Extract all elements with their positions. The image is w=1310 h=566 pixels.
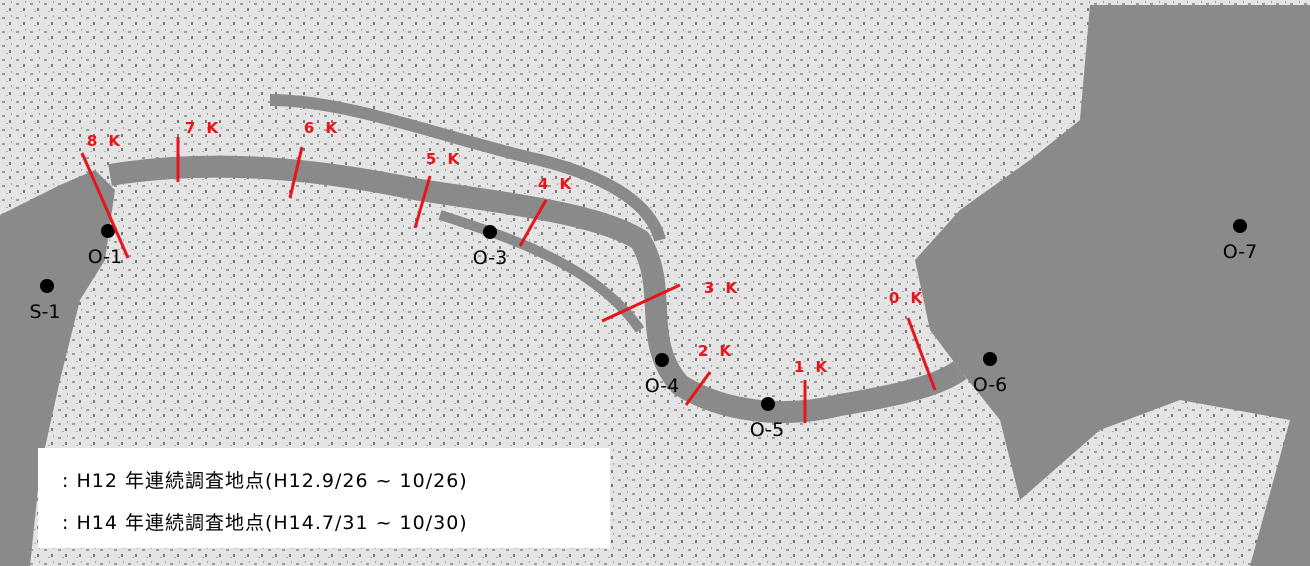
station-dot bbox=[983, 352, 997, 366]
legend-text: : H14 年連続調査地点(H14.7/31 ~ 10/30) bbox=[62, 512, 468, 534]
distance-label: 6 K bbox=[304, 119, 340, 137]
station-dot bbox=[761, 397, 775, 411]
distance-label: 4 K bbox=[538, 175, 574, 193]
distance-label: 2 K bbox=[698, 342, 734, 360]
station-label: O-5 bbox=[750, 419, 784, 441]
station-dot bbox=[1233, 219, 1247, 233]
distance-label: 8 K bbox=[87, 132, 123, 150]
distance-label: 5 K bbox=[426, 150, 462, 168]
station-label: O-7 bbox=[1223, 241, 1257, 263]
map: S-1 O-1 O-3 O-4 O-5 O-6 O-7 8 K 7 K 6 K 5 K 4 K 3 K 2… bbox=[0, 0, 1310, 566]
station-dot bbox=[483, 225, 497, 239]
station-dot bbox=[655, 353, 669, 367]
distance-label: 7 K bbox=[185, 119, 221, 137]
distance-label: 0 K bbox=[889, 289, 925, 307]
station-label: O-4 bbox=[645, 375, 679, 397]
distance-label: 1 K bbox=[794, 358, 830, 376]
station-label: O-6 bbox=[973, 374, 1007, 396]
station-label: O-1 bbox=[88, 246, 122, 268]
legend-text: : H12 年連続調査地点(H12.9/26 ~ 10/26) bbox=[62, 470, 468, 492]
station-dot bbox=[40, 279, 54, 293]
station-label: O-3 bbox=[473, 247, 507, 269]
distance-label: 3 K bbox=[704, 279, 740, 297]
station-label: S-1 bbox=[29, 301, 60, 323]
